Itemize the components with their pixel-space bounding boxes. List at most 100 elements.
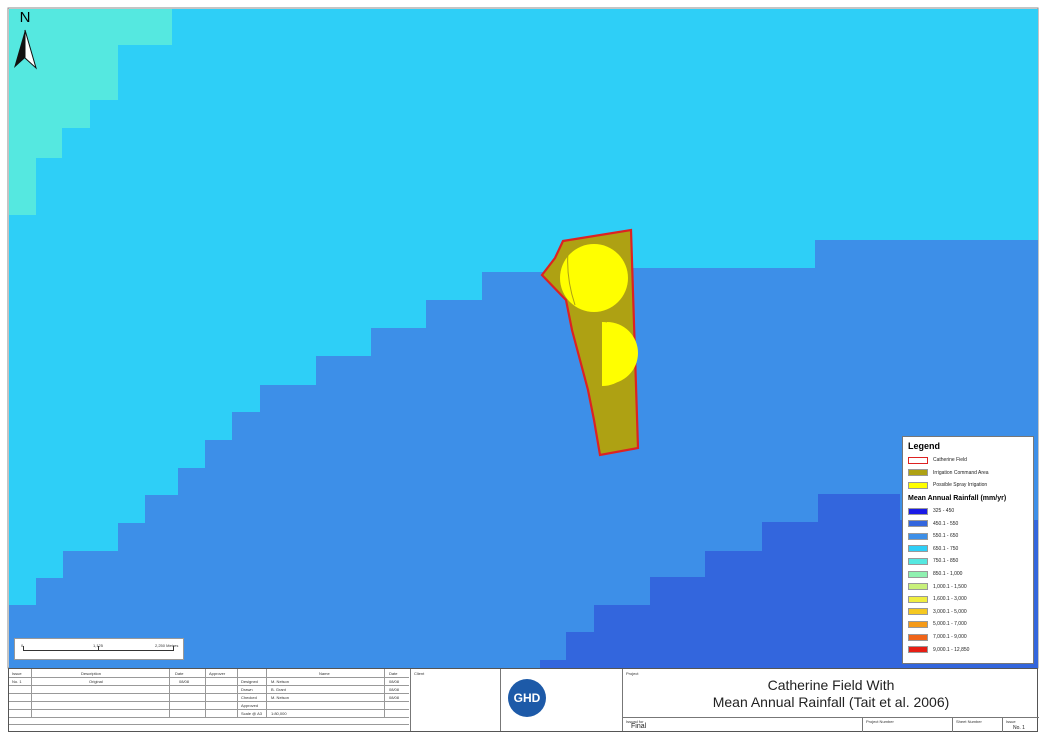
fill-swatch-icon [908, 469, 928, 477]
scale-bar-label: 2,250 Metres [155, 643, 179, 648]
role-header-date: Date [389, 671, 398, 676]
legend-rainfall-class: 9,000.1 - 12,850 [908, 643, 1028, 656]
legend-rainfall-class: 550.1 - 650 [908, 530, 1028, 543]
legend-rainfall-label: 3,000.1 - 5,000 [933, 608, 967, 615]
issue-cell: Issue No. 1 [1003, 718, 1039, 732]
role-label: Approved [241, 703, 259, 708]
role-name: M. Nelson [271, 695, 290, 700]
issue-strip: Issued for Final Project Number Sheet Nu… [623, 717, 1039, 732]
map-title-line-1: Catherine Field With [767, 677, 895, 693]
issued-for-cell: Issued for Final [623, 718, 863, 732]
legend-rainfall-label: 325 - 450 [933, 508, 955, 515]
legend-rainfall-class: 1,600.1 - 3,000 [908, 593, 1028, 606]
project-number-label: Project Number [866, 719, 894, 724]
role-date: 08/08 [389, 695, 400, 700]
role-date: 08/08 [389, 687, 400, 692]
legend-rainfall-label: 750.1 - 850 [933, 558, 959, 565]
project-number-cell: Project Number [863, 718, 953, 732]
legend-item-label: Catherine Field [933, 457, 967, 464]
scale-bar-label: 0 [21, 643, 24, 648]
role-label: Checked [241, 695, 257, 700]
issue-label: Issue [1006, 719, 1016, 724]
rev-header-description: Description [81, 671, 102, 676]
spray-irrigation-circle-south-east [607, 322, 638, 384]
color-swatch-icon [908, 595, 928, 603]
fill-swatch-icon [908, 481, 928, 489]
color-swatch-icon [908, 633, 928, 641]
legend-rainfall-class: 1,000.1 - 1,500 [908, 580, 1028, 593]
legend-rainfall-label: 550.1 - 650 [933, 533, 959, 540]
legend-rainfall-class: 7,000.1 - 9,000 [908, 631, 1028, 644]
legend-rainfall-label: 450.1 - 550 [933, 520, 959, 527]
rev-header-issue: Issue [12, 671, 22, 676]
legend-rainfall-class: 3,000.1 - 5,000 [908, 606, 1028, 619]
spray-irrigation-circle-north-divider [567, 251, 576, 306]
legend-title: Legend [908, 441, 941, 451]
rainfall-legend-title: Mean Annual Rainfall (mm/yr) [908, 494, 1007, 502]
ghd-logo: GHD [508, 679, 546, 717]
color-swatch-icon [908, 570, 928, 578]
legend-rainfall-label: 650.1 - 750 [933, 545, 959, 552]
revision-table: Issue Description Date Approver No. 1 Or… [9, 669, 411, 731]
legend-rainfall-label: 7,000.1 - 9,000 [933, 634, 967, 641]
scale-bar-tick [23, 646, 24, 651]
spray-irrigation-circle-north [560, 244, 628, 312]
legend-rainfall-class: 650.1 - 750 [908, 543, 1028, 556]
title-block: Issue Description Date Approver No. 1 Or… [8, 668, 1039, 732]
color-swatch-icon [908, 545, 928, 553]
color-swatch-icon [908, 620, 928, 628]
legend-rainfall-class: 325 - 450 [908, 505, 1028, 518]
legend-rainfall-class: 750.1 - 850 [908, 555, 1028, 568]
map-title-line-2: Mean Annual Rainfall (Tait et al. 2006) [712, 694, 950, 710]
sheet-number-cell: Sheet Number [953, 718, 1003, 732]
color-swatch-icon [908, 532, 928, 540]
role-name: B. Grant [271, 687, 286, 692]
outline-swatch-icon [908, 456, 928, 464]
client-cell: Client [411, 669, 501, 731]
legend-rainfall-label: 850.1 - 1,000 [933, 571, 963, 578]
scale-bar-tick [173, 646, 174, 651]
color-swatch-icon [908, 557, 928, 565]
north-arrow-icon [14, 29, 37, 70]
legend-item-label: Possible Spray Irrigation [933, 482, 988, 489]
color-swatch-icon [908, 608, 928, 616]
rainfall-zone-750-850 [9, 9, 172, 215]
legend-rainfall-label: 1,600.1 - 3,000 [933, 596, 967, 603]
color-swatch-icon [908, 583, 928, 591]
company-cell: GHD [501, 669, 623, 731]
rev-header-date: Date [175, 671, 184, 676]
legend-rainfall-label: 5,000.1 - 7,000 [933, 621, 967, 628]
role-date: 08/08 [389, 679, 400, 684]
color-swatch-icon [908, 507, 928, 515]
scale-bar-tick [98, 646, 99, 651]
role-label: Drawn [241, 687, 253, 692]
rev-header-approver: Approver [209, 671, 226, 676]
legend-item: Possible Spray Irrigation [908, 479, 1028, 492]
rev-date-value: 08/08 [179, 679, 190, 684]
role-header-name: Name [319, 671, 330, 676]
role-label: Designed [241, 679, 258, 684]
legend-item: Catherine Field [908, 454, 1028, 467]
role-name: M. Nelson [271, 679, 290, 684]
rev-description-value: Original [89, 679, 103, 684]
color-swatch-icon [908, 520, 928, 528]
legend-rainfall-class: 850.1 - 1,000 [908, 568, 1028, 581]
legend-rainfall-label: 1,000.1 - 1,500 [933, 583, 967, 590]
role-name: 1:80,000 [271, 711, 287, 716]
project-cell: Project Catherine Field With Mean Annual… [623, 669, 1039, 732]
legend-item: Irrigation Command Area [908, 467, 1028, 480]
issue-value: No. 1 [1013, 725, 1025, 731]
map-title: Catherine Field With Mean Annual Rainfal… [623, 677, 1039, 711]
role-label: Scale @ A3 [241, 711, 262, 716]
map-legend: Legend Catherine Field Irrigation Command… [902, 436, 1034, 664]
north-label: N [19, 9, 31, 26]
scale-bar: 0 1,125 2,250 Metres [14, 638, 184, 660]
legend-rainfall-label: 9,000.1 - 12,850 [933, 646, 970, 653]
north-arrow: N [10, 10, 40, 72]
issued-for-label: Issued for [626, 719, 644, 724]
project-label: Project [626, 671, 639, 676]
legend-rainfall-class: 5,000.1 - 7,000 [908, 618, 1028, 631]
scale-bar-label: 1,125 [93, 643, 104, 648]
legend-rainfall-class: 450.1 - 550 [908, 517, 1028, 530]
